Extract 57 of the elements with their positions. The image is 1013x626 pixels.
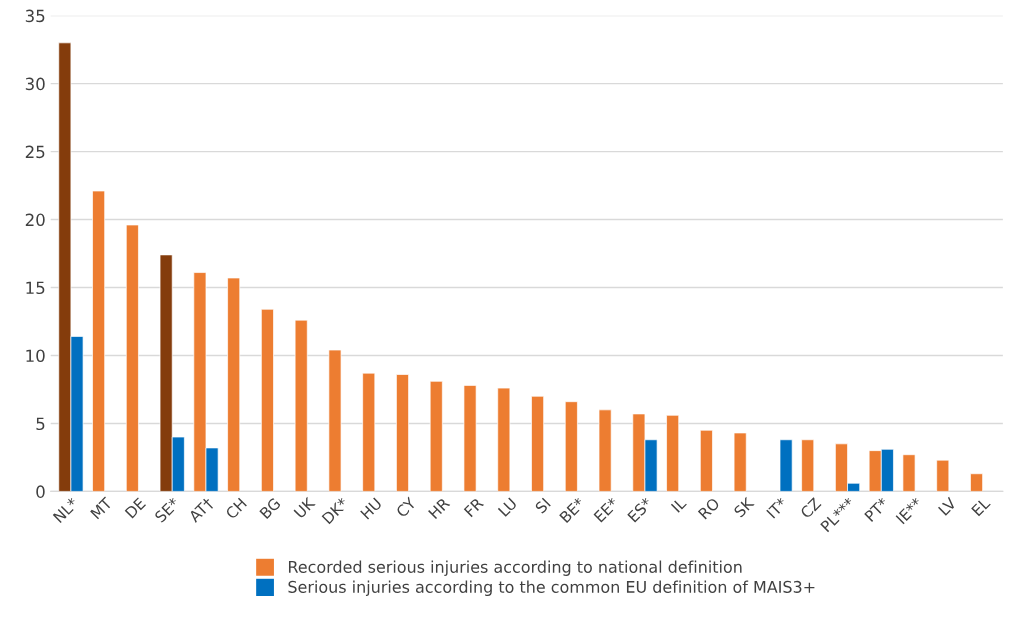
y-tick-label: 20 — [25, 213, 45, 227]
y-tick-label: 10 — [26, 349, 45, 363]
bar — [801, 439, 815, 492]
x-tick-label: NL* — [52, 496, 79, 523]
y-tick-label: 35 — [25, 9, 45, 23]
y-tick-label: 0 — [36, 485, 45, 498]
x-tick-label: LV — [938, 496, 957, 516]
bar — [970, 473, 983, 492]
bar — [598, 409, 612, 492]
bar — [92, 190, 106, 492]
x-tick-label: SE* — [154, 496, 181, 524]
bar — [328, 349, 342, 492]
y-tick-label: 25 — [25, 145, 45, 159]
bar — [261, 308, 274, 492]
bar — [531, 395, 544, 492]
x-tick-label: MT — [90, 496, 113, 520]
y-tick-label: 15 — [26, 281, 45, 295]
x-tick-label: IT* — [766, 496, 788, 519]
bar — [666, 414, 680, 492]
x-tick-label: EL — [971, 496, 991, 517]
x-tick-label: HU — [360, 497, 383, 520]
bar — [564, 401, 578, 492]
x-tick-label: BE* — [559, 496, 586, 524]
x-tick-label: DE — [124, 497, 146, 519]
x-tick-label: CZ — [799, 496, 822, 519]
bar — [429, 380, 443, 492]
x-tick-label: AT† — [187, 496, 215, 524]
bar — [779, 439, 793, 492]
x-tick-label: CY — [395, 496, 417, 518]
bar — [699, 429, 713, 492]
y-tick-label: 5 — [36, 417, 45, 431]
legend-label: Recorded serious injuries according to national definition — [288, 560, 742, 576]
bar — [463, 385, 477, 492]
bar — [227, 277, 241, 492]
bar — [362, 372, 376, 492]
x-tick-label: CH — [224, 497, 248, 520]
x-tick-label: LU — [497, 497, 518, 517]
x-tick-label: HR — [428, 496, 451, 520]
bar — [733, 432, 747, 492]
x-tick-label: UK — [293, 496, 316, 519]
x-tick-label: SI — [534, 497, 551, 514]
bar — [936, 459, 950, 492]
x-tick-label: SK — [733, 496, 755, 518]
bar — [125, 224, 139, 492]
x-tick-label: EE* — [593, 496, 620, 523]
x-tick-label: IL — [670, 496, 687, 513]
x-tick-label: FR — [463, 496, 485, 518]
legend-label: Serious injuries according to the common EU definition of MAIS3+ — [288, 580, 815, 597]
bar — [396, 374, 409, 492]
x-tick-label: ES* — [627, 496, 653, 523]
x-tick-label: PT* — [864, 496, 890, 522]
x-tick-label: RO — [697, 497, 721, 520]
x-tick-label: BG — [259, 497, 281, 520]
bar — [497, 387, 511, 492]
bar — [294, 319, 308, 492]
y-tick-label: 30 — [25, 77, 45, 91]
bar — [902, 454, 916, 492]
